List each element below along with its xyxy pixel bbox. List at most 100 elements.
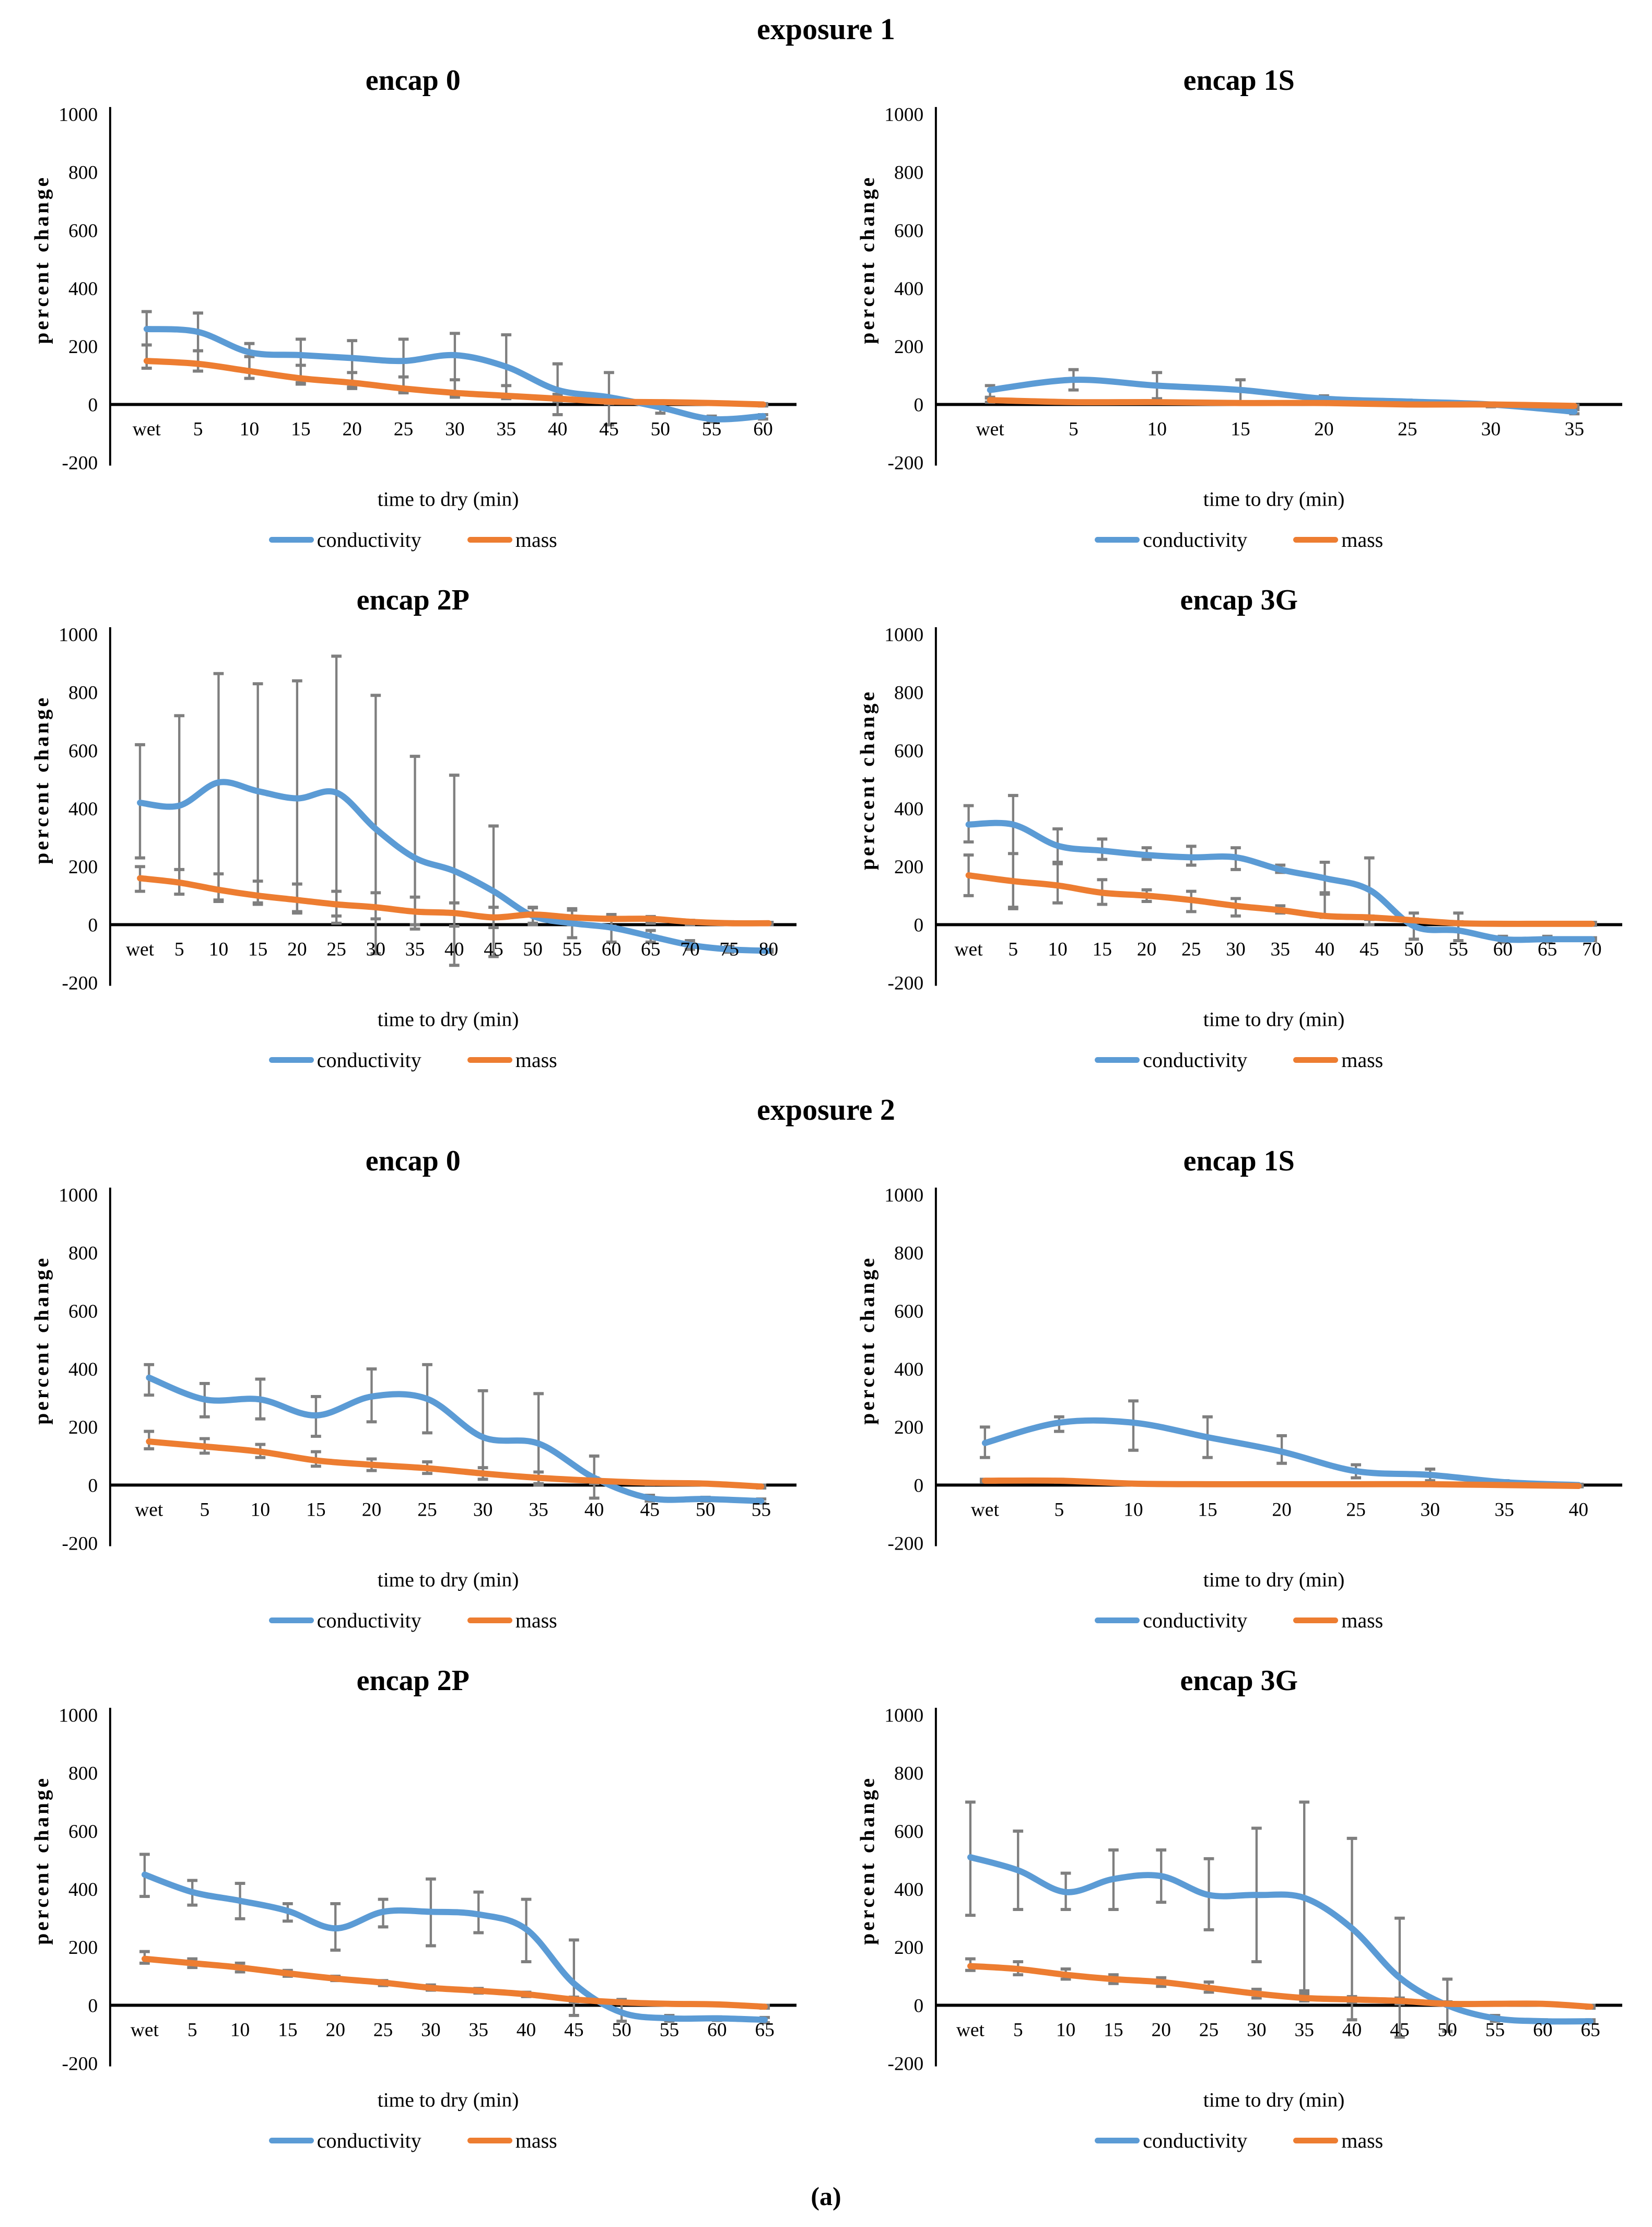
svg-text:45: 45 <box>1360 939 1379 960</box>
svg-text:65: 65 <box>1581 2020 1600 2041</box>
svg-text:10: 10 <box>1123 1499 1143 1521</box>
svg-text:20: 20 <box>1137 939 1156 960</box>
svg-text:400: 400 <box>68 1879 98 1901</box>
svg-text:45: 45 <box>484 939 503 960</box>
svg-text:200: 200 <box>894 1417 923 1438</box>
legend-item-conductivity: conductivity <box>1095 528 1247 552</box>
legend-item-conductivity: conductivity <box>1095 2128 1247 2153</box>
svg-text:wet: wet <box>971 1499 1000 1521</box>
legend-conductivity-label: conductivity <box>1143 1608 1247 1633</box>
svg-text:wet: wet <box>131 2020 159 2041</box>
svg-text:200: 200 <box>68 857 98 878</box>
svg-text:percent change: percent change <box>856 175 879 344</box>
legend-mass-label: mass <box>1341 528 1383 552</box>
svg-text:40: 40 <box>517 2020 536 2041</box>
svg-text:0: 0 <box>88 1995 98 2017</box>
chart-title: encap 3G <box>1180 1665 1298 1697</box>
svg-text:80: 80 <box>758 939 778 960</box>
svg-text:-200: -200 <box>62 972 98 994</box>
chart-title: encap 0 <box>366 65 461 97</box>
svg-text:200: 200 <box>894 1937 923 1959</box>
svg-text:0: 0 <box>88 1475 98 1497</box>
svg-text:600: 600 <box>894 1301 923 1322</box>
legend-item-conductivity: conductivity <box>1095 1608 1247 1633</box>
chart-legend: conductivity mass <box>269 1608 557 1633</box>
chart-legend: conductivity mass <box>1095 1048 1383 1072</box>
svg-text:400: 400 <box>68 799 98 820</box>
legend-item-mass: mass <box>1293 1048 1383 1072</box>
svg-text:wet: wet <box>135 1499 163 1521</box>
mass-line-swatch <box>1293 537 1338 543</box>
svg-text:40: 40 <box>584 1499 604 1521</box>
chart-legend: conductivity mass <box>269 528 557 552</box>
svg-text:15: 15 <box>248 939 267 960</box>
legend-item-mass: mass <box>467 2128 557 2153</box>
svg-text:-200: -200 <box>62 453 98 474</box>
svg-text:45: 45 <box>1390 2020 1409 2041</box>
svg-text:60: 60 <box>753 419 772 440</box>
legend-item-conductivity: conductivity <box>269 2128 421 2153</box>
legend-conductivity-label: conductivity <box>317 528 421 552</box>
svg-text:55: 55 <box>751 1499 770 1521</box>
legend-mass-label: mass <box>515 2128 557 2153</box>
legend-mass-label: mass <box>515 528 557 552</box>
svg-text:15: 15 <box>1198 1499 1217 1521</box>
legend-item-mass: mass <box>467 528 557 552</box>
legend-item-mass: mass <box>1293 528 1383 552</box>
conductivity-line-swatch <box>269 537 314 543</box>
svg-text:200: 200 <box>68 1417 98 1438</box>
svg-text:15: 15 <box>306 1499 325 1521</box>
svg-text:65: 65 <box>1538 939 1557 960</box>
svg-text:time to dry (min): time to dry (min) <box>378 1568 519 1591</box>
svg-text:wet: wet <box>132 419 161 440</box>
svg-text:0: 0 <box>88 395 98 416</box>
svg-text:1000: 1000 <box>884 104 923 126</box>
svg-text:wet: wet <box>956 2020 985 2041</box>
chart-title: encap 1S <box>1184 1145 1295 1178</box>
svg-text:60: 60 <box>1493 939 1513 960</box>
svg-text:30: 30 <box>421 2020 440 2041</box>
svg-text:10: 10 <box>1147 419 1167 440</box>
svg-text:25: 25 <box>1181 939 1201 960</box>
svg-text:35: 35 <box>405 939 425 960</box>
svg-text:600: 600 <box>68 741 98 762</box>
svg-text:800: 800 <box>894 683 923 704</box>
conductivity-line-swatch <box>1095 1617 1140 1623</box>
legend-item-conductivity: conductivity <box>269 1608 421 1633</box>
svg-text:time to dry (min): time to dry (min) <box>378 488 519 511</box>
svg-text:25: 25 <box>1346 1499 1366 1521</box>
svg-text:600: 600 <box>894 741 923 762</box>
svg-text:25: 25 <box>326 939 346 960</box>
legend-mass-label: mass <box>515 1048 557 1072</box>
legend-item-mass: mass <box>467 1608 557 1633</box>
chart-title: encap 2P <box>357 1665 470 1697</box>
svg-text:1000: 1000 <box>58 1705 98 1726</box>
legend-conductivity-label: conductivity <box>317 1048 421 1072</box>
svg-text:55: 55 <box>562 939 581 960</box>
section-title-exposure-1: exposure 1 <box>0 13 1652 46</box>
svg-text:800: 800 <box>68 1763 98 1785</box>
svg-text:time to dry (min): time to dry (min) <box>378 1007 519 1030</box>
svg-text:percent change: percent change <box>30 695 53 864</box>
chart-title: encap 2P <box>357 584 470 617</box>
legend-mass-label: mass <box>1341 1048 1383 1072</box>
chart-legend: conductivity mass <box>269 1048 557 1072</box>
svg-text:20: 20 <box>325 2020 345 2041</box>
svg-text:40: 40 <box>1569 1499 1588 1521</box>
chart-title: encap 0 <box>366 1145 461 1178</box>
svg-text:50: 50 <box>650 419 670 440</box>
legend-item-mass: mass <box>467 1048 557 1072</box>
svg-text:5: 5 <box>188 2020 197 2041</box>
svg-text:400: 400 <box>894 278 923 300</box>
mass-line-swatch <box>467 2138 512 2143</box>
svg-text:600: 600 <box>894 1821 923 1843</box>
svg-text:15: 15 <box>1093 939 1112 960</box>
svg-text:10: 10 <box>239 419 259 440</box>
